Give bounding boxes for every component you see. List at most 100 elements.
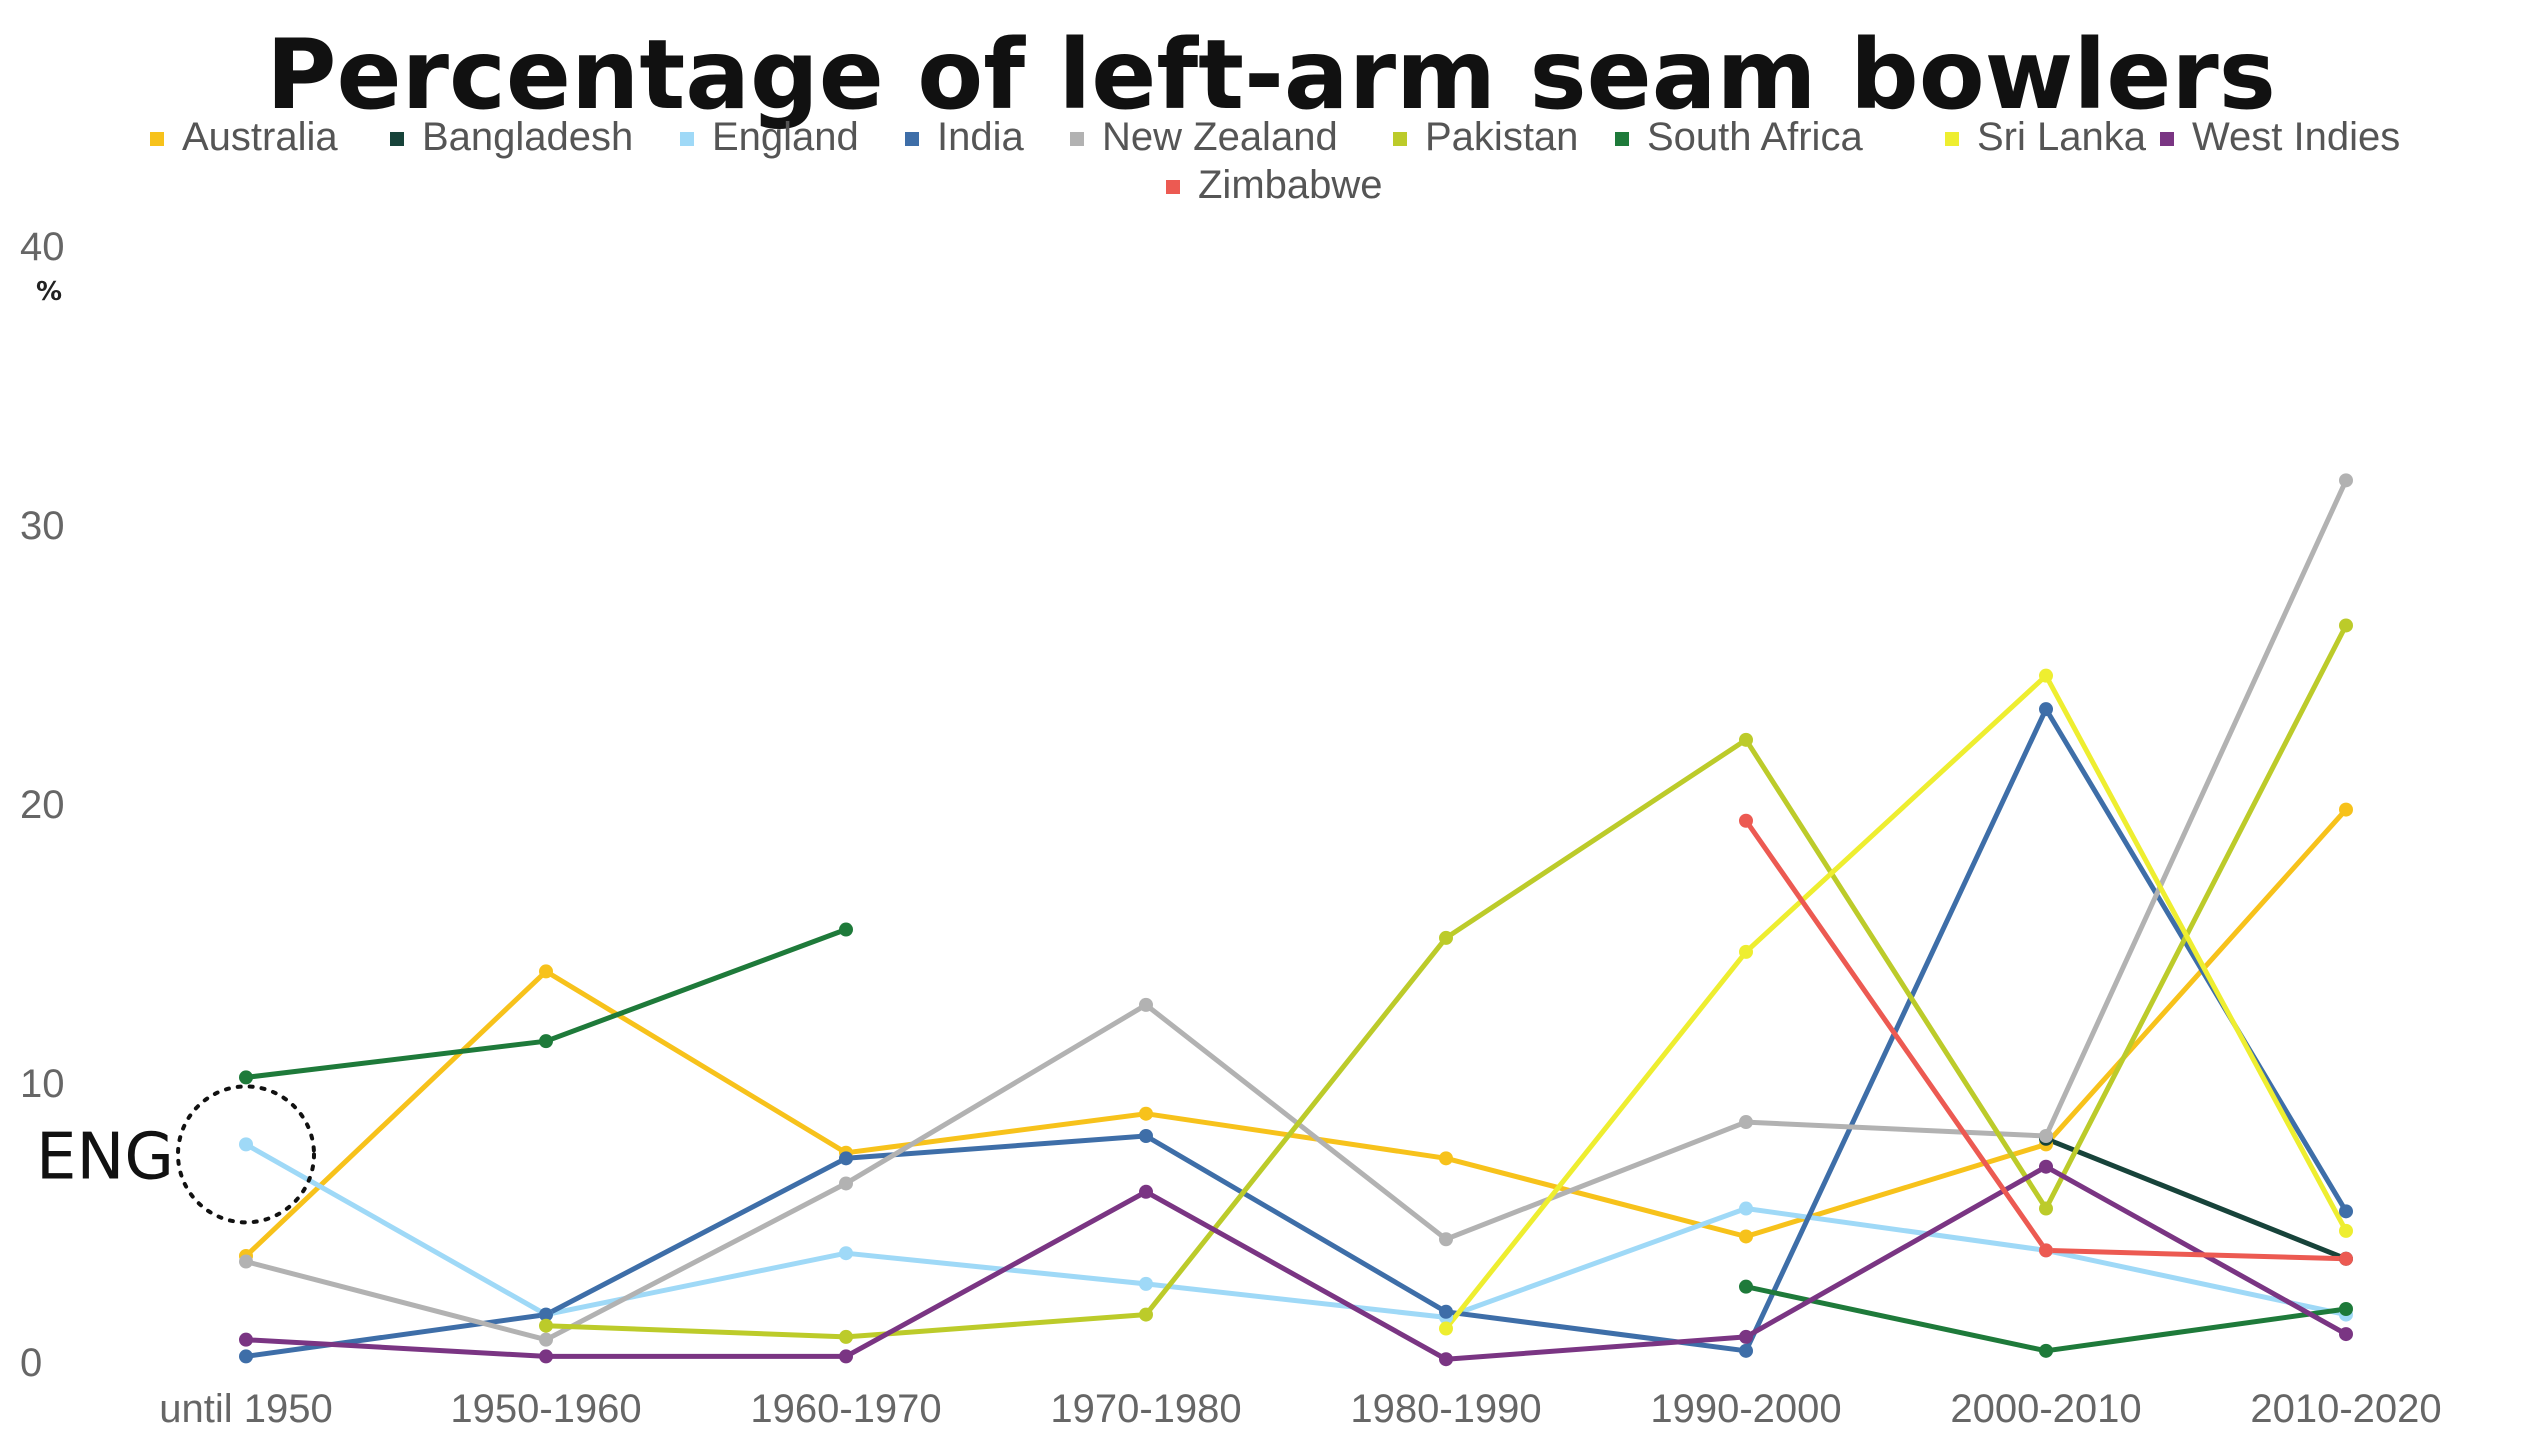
legend-swatch-india (905, 132, 919, 146)
eng-annotation: ENG (36, 1084, 316, 1225)
data-point-india (839, 1151, 853, 1166)
data-point-india (1739, 1343, 1753, 1358)
legend-label-sri-lanka: Sri Lanka (1977, 115, 2147, 159)
data-point-south-africa (839, 922, 853, 937)
y-tick-label: 30 (20, 504, 65, 548)
data-point-south-africa (2039, 1343, 2053, 1358)
series-line-south-africa (243, 927, 2349, 1354)
data-point-sri-lanka (1739, 944, 1753, 959)
data-point-zimbabwe (2339, 1251, 2353, 1266)
data-point-sri-lanka (2339, 1223, 2353, 1238)
data-point-west-indies (1139, 1184, 1153, 1199)
series-line-australia (243, 807, 2349, 1259)
data-point-zimbabwe (2039, 1243, 2053, 1258)
legend-item-sri-lanka: Sri Lanka (1945, 115, 2147, 159)
data-point-west-indies (539, 1349, 553, 1364)
series-line-bangladesh (2043, 1136, 2349, 1262)
x-tick-label: 1960-1970 (750, 1387, 941, 1431)
legend-label-south-africa: South Africa (1647, 115, 1863, 159)
series-points (239, 473, 2353, 1367)
data-point-pakistan (2339, 618, 2353, 633)
legend-item-england: England (680, 115, 859, 159)
y-tick-label: 20 (20, 783, 65, 827)
data-point-australia (1439, 1151, 1453, 1166)
chart-title: Percentage of left-arm seam bowlers (266, 19, 2276, 131)
data-point-england (1739, 1201, 1753, 1216)
data-point-new-zealand (1439, 1232, 1453, 1247)
y-tick-label: 10 (20, 1062, 65, 1106)
data-point-west-indies (1439, 1352, 1453, 1367)
data-point-south-africa (539, 1034, 553, 1049)
data-point-india (2339, 1204, 2353, 1219)
legend-swatch-south-africa (1615, 132, 1629, 146)
x-tick-label: until 1950 (159, 1387, 332, 1431)
data-point-new-zealand (2339, 473, 2353, 488)
data-point-south-africa (2339, 1301, 2353, 1316)
data-point-south-africa (239, 1070, 253, 1085)
data-point-new-zealand (1139, 997, 1153, 1012)
annotation-label: ENG (36, 1120, 174, 1194)
y-axis-unit: % (36, 277, 62, 307)
data-point-west-indies (1739, 1329, 1753, 1344)
series-line-england (243, 1141, 2349, 1320)
legend-item-india: India (905, 115, 1024, 159)
legend-swatch-west-indies (2160, 132, 2174, 146)
data-point-sri-lanka (2039, 668, 2053, 683)
data-point-west-indies (239, 1332, 253, 1347)
data-point-pakistan (1139, 1307, 1153, 1322)
legend-label-india: India (937, 115, 1024, 159)
data-point-new-zealand (239, 1254, 253, 1269)
legend-item-australia: Australia (150, 115, 338, 159)
x-tick-label: 1970-1980 (1050, 1387, 1241, 1431)
data-point-pakistan (1739, 732, 1753, 747)
series-line-new-zealand (243, 477, 2349, 1343)
data-point-south-africa (1739, 1279, 1753, 1294)
legend-label-west-indies: West Indies (2192, 115, 2400, 159)
x-tick-label: 2000-2010 (1950, 1387, 2141, 1431)
legend-label-new-zealand: New Zealand (1102, 115, 1338, 159)
legend-swatch-sri-lanka (1945, 132, 1959, 146)
data-point-new-zealand (2039, 1129, 2053, 1144)
legend-swatch-pakistan (1393, 132, 1407, 146)
y-tick-label: 40 (20, 225, 65, 269)
legend-item-new-zealand: New Zealand (1070, 115, 1338, 159)
x-axis: until 1950 1950-1960 1960-1970 1970-1980 198… (159, 1387, 2441, 1431)
legend-item-pakistan: Pakistan (1393, 115, 1578, 159)
series-line-west-indies (243, 1164, 2349, 1362)
data-point-australia (539, 964, 553, 979)
x-tick-label: 2010-2020 (2250, 1387, 2441, 1431)
legend-item-west-indies: West Indies (2160, 115, 2400, 159)
legend-label-bangladesh: Bangladesh (422, 115, 633, 159)
data-point-australia (1739, 1229, 1753, 1244)
series-line-zimbabwe (1743, 818, 2349, 1262)
data-point-australia (1139, 1106, 1153, 1121)
data-point-west-indies (2339, 1327, 2353, 1342)
y-axis: 0 10 20 30 40 (20, 225, 65, 1385)
legend-swatch-australia (150, 132, 164, 146)
data-point-india (1439, 1304, 1453, 1319)
data-point-new-zealand (839, 1176, 853, 1191)
data-point-england (839, 1246, 853, 1261)
legend-label-england: England (712, 115, 859, 159)
data-point-sri-lanka (1439, 1321, 1453, 1336)
legend-item-zimbabwe: Zimbabwe (1166, 163, 1383, 207)
legend-swatch-england (680, 132, 694, 146)
legend-swatch-bangladesh (390, 132, 404, 146)
data-point-india (2039, 702, 2053, 717)
legend-item-south-africa: South Africa (1615, 115, 1863, 159)
x-tick-label: 1950-1960 (450, 1387, 641, 1431)
legend-item-bangladesh: Bangladesh (390, 115, 633, 159)
legend-label-australia: Australia (182, 115, 338, 159)
data-point-pakistan (1439, 930, 1453, 945)
data-point-new-zealand (1739, 1115, 1753, 1130)
x-tick-label: 1990-2000 (1650, 1387, 1841, 1431)
data-point-pakistan (539, 1318, 553, 1333)
data-point-england (1139, 1276, 1153, 1291)
legend-swatch-zimbabwe (1166, 180, 1180, 194)
data-point-australia (2339, 802, 2353, 817)
series-lines (243, 477, 2349, 1362)
y-tick-label: 0 (20, 1341, 42, 1385)
x-tick-label: 1980-1990 (1350, 1387, 1541, 1431)
data-point-india (1139, 1129, 1153, 1144)
